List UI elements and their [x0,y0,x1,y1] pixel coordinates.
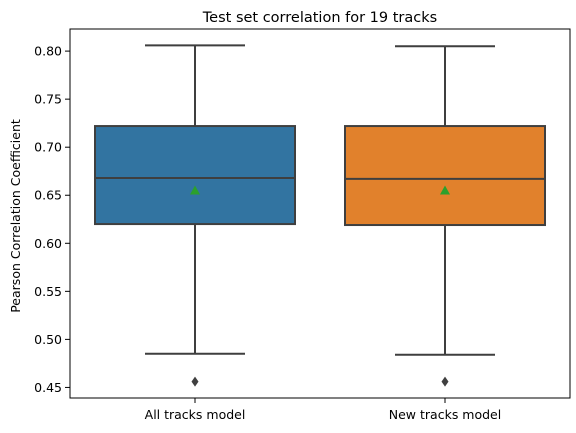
outlier-point [441,376,449,387]
y-tick-label: 0.75 [34,92,62,107]
outlier-point [191,376,199,387]
plot-area: 0.45 0.50 0.55 0.60 0.65 0.70 0.75 0.80 All trac… [34,44,546,422]
iqr-box [344,125,546,227]
mean-marker [440,185,450,195]
y-tick-label: 0.55 [34,284,62,299]
mean-marker [190,185,200,195]
y-axis-label: Pearson Correlation Coefficient [8,119,23,313]
x-tick-label: New tracks model [389,407,501,422]
x-tick-label: All tracks model [145,407,246,422]
plot-frame [69,28,571,399]
box-group-2 [344,45,546,387]
y-tick-label: 0.50 [34,332,62,347]
y-tick-label: 0.65 [34,188,62,203]
y-tick-label: 0.60 [34,236,62,251]
chart-title: Test set correlation for 19 tracks [202,10,437,26]
y-tick-label: 0.70 [34,140,62,155]
iqr-box [94,125,296,226]
y-tick-label: 0.80 [34,44,62,59]
box-group-1 [94,44,296,387]
y-tick-label: 0.45 [34,380,62,395]
